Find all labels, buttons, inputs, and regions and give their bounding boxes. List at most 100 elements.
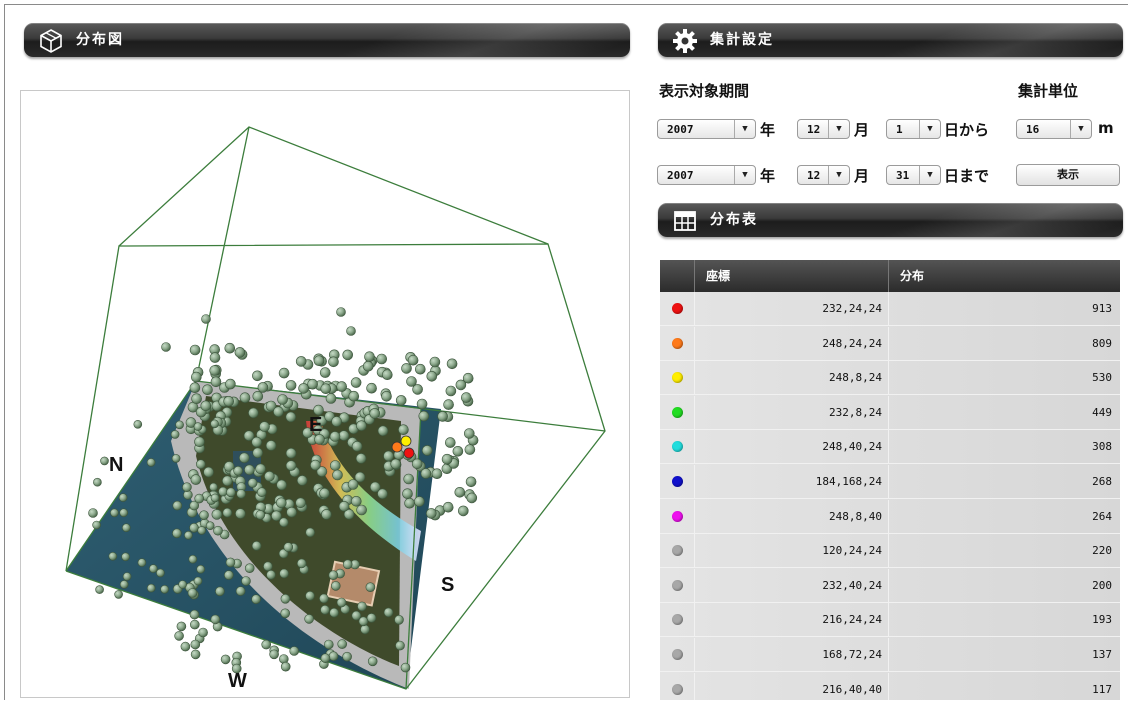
table-row[interactable]: 184,168,24 268 (660, 465, 1120, 499)
table-row[interactable]: 216,24,24 193 (660, 603, 1120, 638)
distribution-point (390, 458, 402, 470)
table-row[interactable]: 248,8,40 264 (660, 499, 1120, 534)
table-panel-title: 分布表 (710, 212, 758, 228)
start-month-select[interactable]: 12 ▼ (797, 119, 850, 139)
distribution-point (224, 570, 234, 580)
coord-cell: 216,24,24 (822, 613, 882, 627)
distribution-point (243, 430, 255, 442)
distribution-point (401, 363, 412, 374)
distribution-point (210, 376, 222, 388)
distribution-point (218, 486, 228, 497)
distribution-point (367, 656, 378, 667)
end-month-select[interactable]: 12 ▼ (797, 165, 850, 185)
distribution-point (220, 654, 231, 665)
distribution-point (261, 639, 271, 650)
distribution-point (190, 619, 200, 630)
distribution-point (191, 393, 202, 405)
distribution-point (174, 631, 184, 641)
distribution-point (296, 558, 307, 569)
table-row[interactable]: 248,40,24 308 (660, 430, 1120, 465)
distribution-point (313, 404, 324, 416)
unit-suffix: m (1098, 119, 1114, 137)
distribution-3d-view[interactable]: N E S W (20, 90, 630, 698)
distribution-point (203, 466, 214, 478)
coord-column-header[interactable]: 座標 (706, 269, 731, 283)
distribution-point (337, 639, 348, 649)
distribution-point (198, 627, 208, 638)
distribution-point (175, 420, 184, 430)
distribution-point (407, 354, 419, 366)
distribution-point (235, 586, 246, 596)
unit-select[interactable]: 16 ▼ (1016, 119, 1092, 139)
distribution-point (332, 469, 343, 481)
distribution-point (418, 410, 430, 422)
distribution-point (355, 453, 367, 464)
table-header: 座標 分布 (660, 260, 1120, 292)
legend-dot (672, 579, 683, 591)
distribution-point (239, 452, 250, 464)
distribution-point (320, 383, 332, 395)
distribution-point (369, 481, 381, 493)
distribution-point (196, 459, 206, 470)
coord-cell: 248,8,40 (829, 509, 882, 523)
end-year-select[interactable]: 2007 ▼ (657, 165, 756, 185)
table-row[interactable]: 232,8,24 449 (660, 395, 1120, 430)
distribution-point (364, 351, 375, 363)
table-row[interactable]: 232,40,24 200 (660, 568, 1120, 603)
start-year-select[interactable]: 2007 ▼ (657, 119, 756, 139)
distribution-point (328, 570, 339, 581)
distribution-panel-title: 分布図 (76, 32, 124, 48)
table-row[interactable]: 216,40,40 117 (660, 672, 1120, 700)
distribution-point (365, 582, 376, 593)
distribution-point (338, 430, 350, 441)
distribution-point (119, 580, 129, 589)
count-cell: 200 (1092, 578, 1112, 592)
table-row[interactable]: 232,24,24 913 (660, 292, 1120, 326)
end-day-select[interactable]: 31 ▼ (886, 165, 941, 185)
distribution-point (286, 506, 297, 518)
distribution-point (189, 344, 201, 356)
distribution-point (412, 384, 423, 395)
distribution-point (445, 385, 457, 397)
distribution-point (360, 624, 370, 635)
distribution-point (189, 500, 199, 511)
distribution-point (265, 440, 277, 451)
coord-cell: 168,72,24 (822, 648, 882, 661)
distribution-point (266, 569, 276, 580)
count-cell: 913 (1092, 302, 1112, 315)
table-row[interactable]: 120,24,24 220 (660, 534, 1120, 569)
start-day-select[interactable]: 1 ▼ (886, 119, 941, 139)
header-divider (694, 260, 695, 292)
table-row[interactable]: 248,24,24 809 (660, 326, 1120, 361)
coord-cell: 248,24,24 (822, 336, 882, 350)
distribution-point (336, 381, 348, 392)
distribution-point (329, 431, 341, 442)
start-day-suffix: 日から (944, 121, 990, 139)
end-month-suffix: 月 (854, 167, 870, 185)
distribution-point (146, 583, 156, 593)
distribution-point (185, 417, 197, 428)
distribution-point (110, 508, 119, 518)
distribution-point (275, 497, 287, 509)
count-cell: 268 (1092, 475, 1112, 488)
distribution-point (172, 528, 182, 539)
distribution-point (160, 584, 169, 594)
show-button[interactable]: 表示 (1016, 164, 1120, 186)
distribution-point (234, 347, 246, 358)
distribution-point (416, 398, 428, 410)
distribution-point (222, 507, 233, 518)
distribution-point (283, 542, 294, 552)
distribution-3d-canvas[interactable]: N E S W (21, 91, 629, 697)
legend-dot (672, 476, 683, 487)
compass-north: N (109, 454, 123, 476)
distribution-point (336, 597, 347, 608)
count-column-header[interactable]: 分布 (900, 269, 925, 283)
compass-east: E (309, 414, 322, 436)
table-row[interactable]: 248,8,24 530 (660, 361, 1120, 396)
distribution-point (316, 466, 328, 477)
header-divider (888, 260, 889, 292)
legend-dot (672, 406, 683, 418)
distribution-point (172, 500, 183, 511)
table-row[interactable]: 168,72,24 137 (660, 638, 1120, 672)
distribution-point (404, 497, 415, 509)
